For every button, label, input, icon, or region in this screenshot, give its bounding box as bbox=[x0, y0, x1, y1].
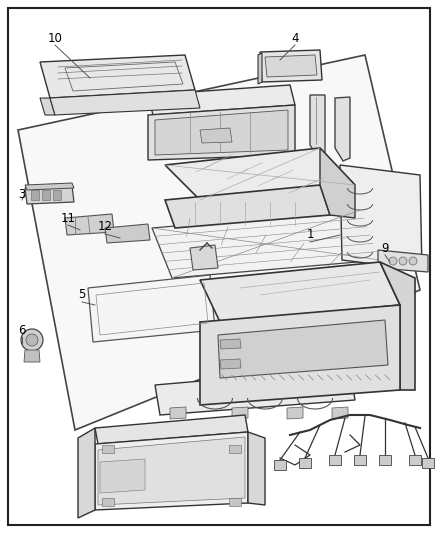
Text: 4: 4 bbox=[291, 31, 299, 44]
Polygon shape bbox=[25, 186, 74, 204]
Polygon shape bbox=[274, 460, 286, 470]
Polygon shape bbox=[105, 224, 150, 243]
Text: 6: 6 bbox=[18, 324, 26, 336]
Polygon shape bbox=[100, 459, 145, 493]
Polygon shape bbox=[42, 190, 50, 200]
Text: 5: 5 bbox=[78, 288, 86, 302]
Polygon shape bbox=[299, 458, 311, 468]
Polygon shape bbox=[422, 458, 434, 468]
Polygon shape bbox=[65, 214, 114, 235]
Polygon shape bbox=[24, 350, 40, 362]
Text: 10: 10 bbox=[48, 31, 63, 44]
Circle shape bbox=[21, 329, 43, 351]
Polygon shape bbox=[155, 110, 288, 155]
Polygon shape bbox=[155, 368, 355, 415]
Polygon shape bbox=[50, 90, 200, 115]
Polygon shape bbox=[229, 498, 241, 506]
Polygon shape bbox=[98, 437, 245, 505]
Polygon shape bbox=[248, 432, 265, 505]
Polygon shape bbox=[329, 455, 341, 465]
Circle shape bbox=[409, 257, 417, 265]
Polygon shape bbox=[31, 190, 39, 200]
Polygon shape bbox=[200, 305, 400, 405]
Polygon shape bbox=[220, 359, 241, 369]
Text: 1: 1 bbox=[306, 229, 314, 241]
Text: 12: 12 bbox=[98, 221, 113, 233]
Polygon shape bbox=[287, 407, 303, 419]
Polygon shape bbox=[170, 407, 186, 419]
Polygon shape bbox=[320, 148, 355, 218]
Polygon shape bbox=[378, 250, 428, 272]
Polygon shape bbox=[379, 455, 391, 465]
Polygon shape bbox=[229, 445, 241, 453]
Polygon shape bbox=[409, 455, 421, 465]
Polygon shape bbox=[18, 55, 420, 430]
Polygon shape bbox=[152, 210, 380, 278]
Polygon shape bbox=[40, 55, 195, 98]
Polygon shape bbox=[53, 190, 61, 200]
Polygon shape bbox=[380, 262, 415, 390]
Polygon shape bbox=[258, 53, 262, 84]
Circle shape bbox=[26, 334, 38, 346]
Polygon shape bbox=[40, 98, 55, 115]
Text: 9: 9 bbox=[381, 241, 389, 254]
Polygon shape bbox=[340, 165, 422, 270]
Polygon shape bbox=[78, 428, 95, 518]
Polygon shape bbox=[165, 185, 330, 228]
Polygon shape bbox=[165, 148, 355, 200]
Polygon shape bbox=[335, 97, 350, 161]
Polygon shape bbox=[218, 320, 388, 378]
Polygon shape bbox=[310, 95, 325, 158]
Polygon shape bbox=[260, 50, 322, 82]
Polygon shape bbox=[148, 85, 295, 115]
Polygon shape bbox=[88, 275, 215, 342]
Polygon shape bbox=[148, 105, 295, 160]
Polygon shape bbox=[200, 128, 232, 143]
Polygon shape bbox=[190, 245, 218, 270]
Polygon shape bbox=[200, 262, 400, 322]
Circle shape bbox=[389, 257, 397, 265]
Text: 3: 3 bbox=[18, 189, 26, 201]
Polygon shape bbox=[95, 432, 248, 510]
Circle shape bbox=[399, 257, 407, 265]
Polygon shape bbox=[102, 445, 114, 453]
Polygon shape bbox=[332, 407, 348, 419]
Polygon shape bbox=[265, 55, 317, 77]
Text: 11: 11 bbox=[60, 212, 75, 224]
Polygon shape bbox=[25, 183, 74, 190]
Polygon shape bbox=[102, 498, 114, 506]
Polygon shape bbox=[354, 455, 366, 465]
Polygon shape bbox=[95, 415, 248, 444]
Polygon shape bbox=[220, 339, 241, 349]
Polygon shape bbox=[232, 407, 248, 419]
